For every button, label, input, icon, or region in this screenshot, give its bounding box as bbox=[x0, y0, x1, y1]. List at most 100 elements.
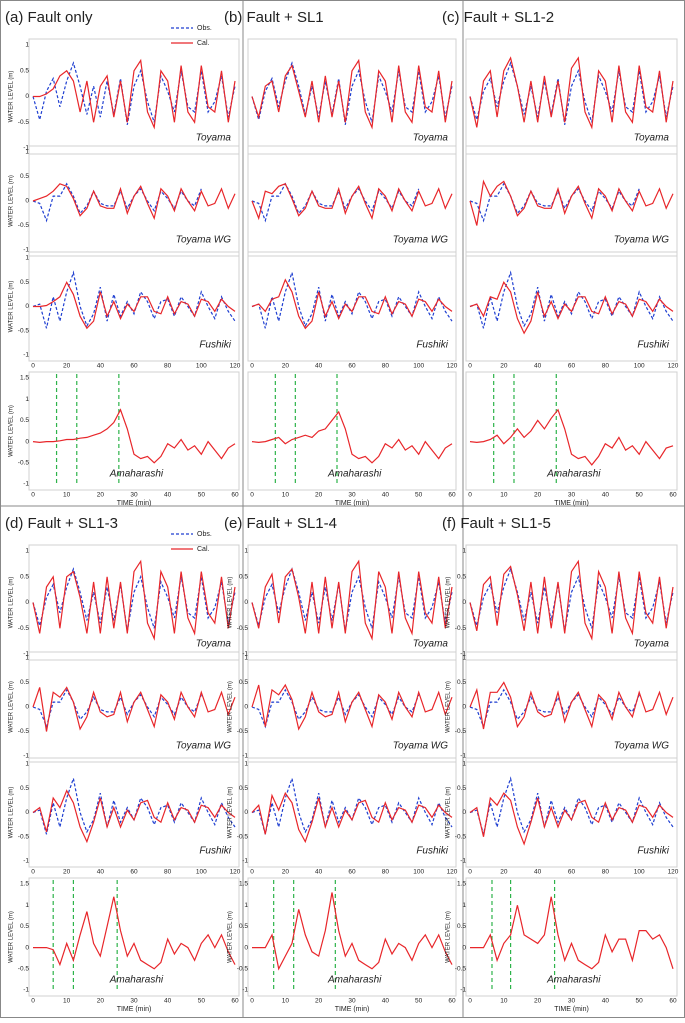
y-tick-label: 0 bbox=[244, 944, 248, 951]
x-tick-label: 20 bbox=[97, 998, 105, 1005]
station-label: Fushiki bbox=[199, 340, 231, 351]
y-tick-label: -1 bbox=[23, 247, 29, 254]
y-tick-label: -1 bbox=[23, 352, 29, 359]
x-tick-label: 30 bbox=[130, 492, 138, 499]
plot-frame bbox=[247, 544, 457, 661]
y-tick-label: 0.5 bbox=[20, 785, 29, 792]
plot-frame bbox=[465, 38, 678, 155]
plot-frame bbox=[28, 544, 240, 661]
x-tick-label: 40 bbox=[164, 492, 172, 499]
data-line bbox=[251, 791, 453, 844]
x-tick-label: 0 bbox=[31, 998, 35, 1005]
station-label: Fushiki bbox=[199, 846, 231, 857]
y-tick-label: 0 bbox=[244, 599, 248, 606]
plot-frame bbox=[28, 251, 240, 362]
plot-frame bbox=[247, 371, 457, 491]
x-tick-label: 0 bbox=[468, 998, 472, 1005]
y-tick-label: -0.5 bbox=[18, 222, 30, 229]
x-tick-label: 60 bbox=[231, 492, 239, 499]
station-label: Toyama WG bbox=[393, 741, 448, 752]
y-tick-label: -0.5 bbox=[18, 966, 30, 973]
y-tick-label: -1 bbox=[460, 858, 466, 865]
y-tick-label: 1 bbox=[25, 255, 29, 262]
x-tick-label: 50 bbox=[415, 492, 423, 499]
x-tick-label: 50 bbox=[636, 998, 644, 1005]
x-tick-label: 120 bbox=[447, 363, 458, 370]
station-label: Amaharashi bbox=[546, 469, 601, 480]
x-tick-label: 60 bbox=[568, 869, 576, 876]
x-tick-label: 20 bbox=[315, 998, 323, 1005]
station-label: Fushiki bbox=[416, 340, 448, 351]
y-tick-label: -1 bbox=[23, 481, 29, 488]
y-tick-label: 0.5 bbox=[20, 679, 29, 686]
x-tick-label: 100 bbox=[634, 869, 645, 876]
y-tick-label: 0.5 bbox=[20, 67, 29, 74]
y-tick-label: 1 bbox=[462, 761, 466, 768]
x-tick-label: 80 bbox=[602, 869, 610, 876]
plot-frame bbox=[465, 251, 678, 362]
x-tick-label: 20 bbox=[315, 492, 323, 499]
station-label: Toyama bbox=[634, 639, 670, 650]
panel-title: (f) Fault + SL1-5 bbox=[442, 515, 551, 532]
y-tick-label: -0.5 bbox=[18, 625, 30, 632]
plot-frame bbox=[247, 651, 457, 763]
x-tick-label: 10 bbox=[500, 998, 508, 1005]
data-line bbox=[469, 61, 674, 125]
y-axis-label: WATER LEVEL (m) bbox=[228, 577, 234, 629]
x-tick-label: 100 bbox=[413, 363, 424, 370]
y-tick-label: -1 bbox=[242, 987, 248, 994]
panel-title: (c) Fault + SL1-2 bbox=[442, 9, 554, 26]
x-tick-label: 40 bbox=[382, 492, 390, 499]
y-tick-label: 1 bbox=[25, 655, 29, 662]
station-label: Amaharashi bbox=[546, 975, 601, 986]
y-tick-label: -0.5 bbox=[18, 833, 30, 840]
data-line bbox=[32, 270, 236, 329]
y-tick-label: 1 bbox=[462, 655, 466, 662]
x-axis-label: TIME (min) bbox=[335, 1006, 370, 1013]
x-tick-label: 40 bbox=[315, 869, 323, 876]
y-tick-label: 0 bbox=[25, 944, 29, 951]
x-tick-label: 20 bbox=[97, 492, 105, 499]
y-axis-label: WATER LEVEL (m) bbox=[9, 405, 15, 457]
x-tick-label: 20 bbox=[500, 869, 508, 876]
x-tick-label: 80 bbox=[382, 869, 390, 876]
y-tick-label: 1.5 bbox=[457, 881, 466, 888]
x-tick-label: 0 bbox=[31, 492, 35, 499]
x-tick-label: 60 bbox=[669, 492, 677, 499]
y-tick-label: 0 bbox=[25, 438, 29, 445]
y-axis-label: WATER LEVEL (m) bbox=[9, 911, 15, 963]
y-tick-label: 0.5 bbox=[239, 573, 248, 580]
y-tick-label: 0.5 bbox=[457, 573, 466, 580]
x-tick-label: 20 bbox=[534, 492, 542, 499]
y-tick-label: -1 bbox=[460, 987, 466, 994]
station-label: Toyama bbox=[196, 639, 232, 650]
data-line bbox=[469, 408, 674, 466]
x-tick-label: 20 bbox=[534, 998, 542, 1005]
y-tick-label: 0.5 bbox=[239, 923, 248, 930]
data-line bbox=[469, 559, 674, 641]
data-line bbox=[32, 567, 236, 631]
y-tick-label: -0.5 bbox=[18, 119, 30, 126]
y-axis-label: WATER LEVEL (m) bbox=[446, 681, 452, 733]
data-line bbox=[32, 183, 236, 221]
data-line bbox=[252, 892, 453, 971]
data-line bbox=[32, 789, 236, 844]
plot-frame bbox=[465, 544, 678, 661]
plot-frame bbox=[465, 371, 678, 491]
y-axis-label: WATER LEVEL (m) bbox=[228, 787, 234, 839]
y-tick-label: 0 bbox=[25, 198, 29, 205]
station-label: Toyama bbox=[196, 133, 232, 144]
plot-frame bbox=[247, 877, 457, 997]
y-axis-label: WATER LEVEL (m) bbox=[9, 281, 15, 333]
x-axis-label: TIME (min) bbox=[554, 1006, 589, 1013]
y-tick-label: 1.5 bbox=[20, 375, 29, 382]
data-line bbox=[469, 179, 674, 226]
y-tick-label: -1 bbox=[460, 753, 466, 760]
y-tick-label: 0.5 bbox=[457, 679, 466, 686]
x-tick-label: 50 bbox=[198, 492, 206, 499]
y-tick-label: -1 bbox=[460, 651, 466, 658]
data-line bbox=[469, 792, 674, 846]
x-tick-label: 80 bbox=[164, 363, 172, 370]
y-tick-label: 0.5 bbox=[20, 279, 29, 286]
station-label: Toyama WG bbox=[176, 235, 231, 246]
